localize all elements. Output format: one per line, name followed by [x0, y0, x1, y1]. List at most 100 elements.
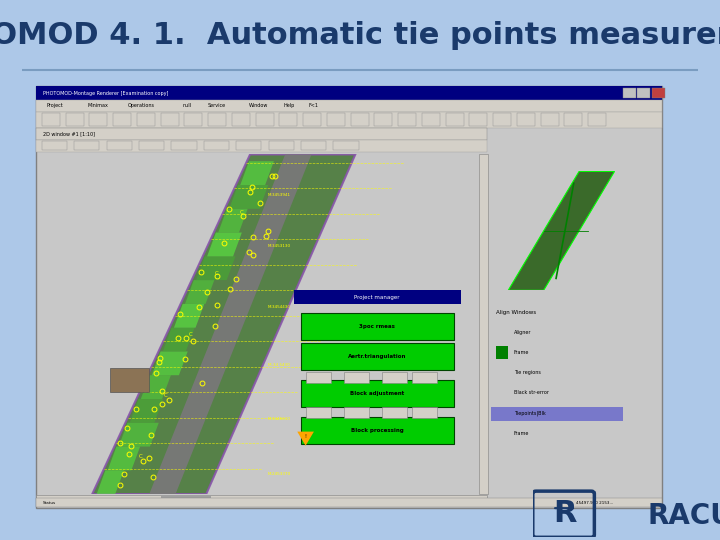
Text: Frame: Frame: [513, 431, 529, 436]
Polygon shape: [149, 154, 312, 494]
Bar: [305, 372, 330, 383]
Bar: [382, 372, 408, 383]
Bar: [413, 372, 437, 383]
Polygon shape: [240, 161, 274, 185]
Text: Operations: Operations: [127, 103, 154, 109]
FancyBboxPatch shape: [300, 417, 454, 444]
Polygon shape: [297, 431, 314, 446]
Text: C: C: [138, 454, 143, 459]
Text: Block adjustment: Block adjustment: [350, 391, 405, 396]
Bar: [422, 113, 440, 126]
Bar: [303, 113, 321, 126]
Bar: [171, 141, 197, 150]
Polygon shape: [152, 352, 188, 375]
Bar: [382, 407, 408, 418]
Text: 45497.940 2153...: 45497.940 2153...: [576, 501, 613, 505]
Text: M-34 5430: M-34 5430: [268, 363, 289, 367]
Text: C: C: [189, 332, 193, 337]
Bar: [333, 141, 359, 150]
Bar: [232, 113, 250, 126]
Text: Project: Project: [47, 103, 63, 109]
Polygon shape: [207, 233, 242, 256]
Bar: [42, 113, 60, 126]
Text: Minimax: Minimax: [87, 103, 108, 109]
Text: Aertr.triangulation: Aertr.triangulation: [348, 354, 406, 359]
Text: Project manager: Project manager: [354, 295, 400, 300]
Text: R: R: [554, 500, 577, 529]
Bar: [66, 113, 84, 126]
Bar: [204, 141, 229, 150]
Polygon shape: [185, 280, 215, 304]
FancyBboxPatch shape: [300, 343, 454, 370]
Text: Block processing: Block processing: [351, 428, 404, 433]
Text: Window: Window: [248, 103, 268, 109]
Bar: [541, 113, 559, 126]
Text: Black str-error: Black str-error: [513, 390, 549, 395]
Text: Tiepoints|Blk: Tiepoints|Blk: [513, 410, 545, 416]
Bar: [344, 407, 369, 418]
Bar: [588, 113, 606, 126]
Bar: [208, 113, 226, 126]
Bar: [161, 113, 179, 126]
Text: M-2453370: M-2453370: [268, 472, 291, 476]
Text: C: C: [163, 393, 168, 398]
Polygon shape: [174, 304, 204, 328]
Bar: [493, 113, 511, 126]
Bar: [36, 86, 662, 100]
Polygon shape: [108, 447, 140, 470]
Polygon shape: [141, 375, 171, 399]
Text: M-3454430: M-3454430: [268, 305, 291, 309]
Bar: [446, 113, 464, 126]
Bar: [305, 407, 330, 418]
Text: Tie regions: Tie regions: [513, 370, 541, 375]
Polygon shape: [130, 399, 163, 423]
Text: Help: Help: [284, 103, 295, 109]
Bar: [279, 113, 297, 126]
Bar: [469, 113, 487, 126]
Polygon shape: [229, 185, 269, 209]
Text: RACURS: RACURS: [648, 502, 720, 530]
FancyBboxPatch shape: [300, 313, 454, 340]
Bar: [490, 407, 624, 421]
Text: F<1: F<1: [309, 103, 319, 109]
Text: M-3453941: M-3453941: [268, 193, 291, 197]
Bar: [623, 88, 636, 98]
Bar: [637, 88, 650, 98]
FancyBboxPatch shape: [300, 380, 454, 407]
Bar: [42, 141, 67, 150]
Text: C: C: [240, 210, 243, 215]
Bar: [36, 100, 662, 112]
FancyArrowPatch shape: [555, 508, 573, 509]
Text: PHOTOMOD 4. 1.  Automatic tie points measurements: PHOTOMOD 4. 1. Automatic tie points meas…: [0, 21, 720, 50]
Bar: [109, 368, 149, 392]
Bar: [294, 291, 461, 305]
Bar: [517, 113, 535, 126]
Bar: [36, 112, 662, 128]
Bar: [89, 113, 107, 126]
Polygon shape: [163, 328, 194, 352]
Bar: [564, 113, 582, 126]
Bar: [139, 141, 164, 150]
Bar: [137, 113, 155, 126]
Bar: [479, 154, 488, 494]
Polygon shape: [119, 423, 158, 447]
Bar: [344, 372, 369, 383]
Polygon shape: [96, 470, 124, 494]
Text: Align Windows: Align Windows: [496, 310, 536, 315]
Text: M-3445610: M-3445610: [268, 417, 291, 421]
Bar: [107, 141, 132, 150]
Bar: [74, 141, 99, 150]
Bar: [327, 113, 345, 126]
Bar: [652, 88, 665, 98]
Text: Aligner: Aligner: [513, 329, 531, 334]
Text: 3poc rmeas: 3poc rmeas: [359, 324, 395, 329]
Text: C: C: [215, 271, 218, 276]
Bar: [374, 113, 392, 126]
Bar: [236, 141, 261, 150]
Bar: [184, 113, 202, 126]
Bar: [36, 495, 487, 505]
Bar: [161, 495, 212, 505]
Polygon shape: [92, 154, 355, 494]
Bar: [496, 346, 508, 359]
Text: PHOTOMOD-Montage Renderer [Examination copy]: PHOTOMOD-Montage Renderer [Examination c…: [43, 91, 168, 96]
